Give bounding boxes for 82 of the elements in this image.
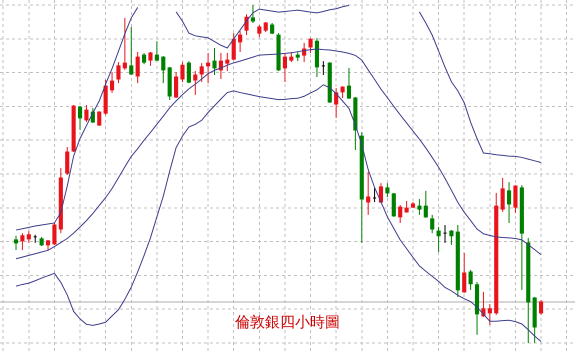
candlestick — [506, 182, 512, 224]
candlestick — [142, 52, 146, 65]
candlestick — [462, 252, 466, 294]
candlestick — [257, 24, 262, 38]
candlestick — [161, 56, 166, 84]
candlestick — [430, 214, 434, 234]
candlestick — [65, 146, 70, 176]
candlestick — [180, 62, 185, 83]
candlestick — [276, 32, 281, 72]
candlestick — [110, 71, 114, 94]
candlestick — [218, 52, 223, 80]
candlestick — [250, 4, 255, 24]
candlestick — [264, 21, 268, 33]
candlestick — [488, 304, 492, 326]
candlestick — [474, 282, 480, 336]
candlestick — [353, 96, 358, 150]
candlestick — [424, 190, 428, 218]
candlestick — [154, 40, 159, 62]
candlestick — [538, 299, 544, 316]
candlestick — [33, 234, 38, 244]
candlestick — [436, 226, 441, 253]
candlestick — [212, 47, 217, 76]
candlestick — [52, 222, 56, 246]
candlestick — [340, 86, 345, 98]
candlestick — [200, 62, 204, 83]
candlestick — [366, 171, 370, 216]
candlestick — [417, 198, 422, 216]
candlestick — [244, 14, 249, 36]
candlestick — [46, 239, 50, 250]
candlestick — [97, 110, 102, 127]
candlestick — [186, 60, 191, 84]
candlestick — [500, 178, 505, 212]
candlestick — [282, 52, 288, 83]
candlestick — [40, 236, 44, 246]
candlestick — [225, 52, 230, 72]
candlestick — [104, 80, 108, 116]
candlestick — [468, 269, 473, 290]
candlestick — [520, 184, 524, 290]
candlestick — [174, 71, 178, 98]
candlestick — [481, 291, 486, 318]
candlestick — [334, 88, 338, 118]
candlestick — [238, 30, 242, 53]
candlestick — [122, 17, 127, 70]
candlestick — [20, 232, 24, 250]
candlestick — [289, 52, 294, 63]
candlestick — [494, 192, 498, 316]
candlestick — [314, 38, 320, 78]
candlestick — [513, 184, 518, 214]
candlestick — [193, 70, 198, 96]
candlestick — [296, 52, 300, 62]
candlestick — [449, 230, 454, 246]
candlestick — [302, 42, 306, 63]
candlestick — [372, 187, 377, 203]
candlestick — [129, 26, 134, 76]
candlestick — [532, 296, 537, 344]
candlestick — [232, 32, 236, 61]
candlestick — [346, 67, 352, 100]
candlestick — [321, 60, 326, 76]
candlestick — [442, 224, 448, 244]
candlestick — [78, 106, 82, 131]
candlestick — [410, 202, 416, 209]
candlestick — [392, 192, 396, 218]
candlestick — [14, 235, 18, 250]
candlestick — [206, 52, 210, 84]
candlestick — [26, 230, 31, 244]
candlestick — [58, 167, 63, 234]
candlestick — [526, 237, 530, 344]
candlestick — [168, 66, 172, 100]
candlestick — [328, 62, 332, 104]
candlestick — [72, 104, 76, 153]
candlestick — [116, 62, 121, 84]
candlestick — [398, 204, 402, 224]
candlestick — [270, 22, 274, 35]
candlestick — [148, 52, 153, 66]
candlestick — [385, 182, 390, 198]
candlestick — [404, 200, 409, 214]
candlestick — [136, 52, 140, 84]
candlestick — [456, 224, 460, 298]
candlestick — [308, 38, 313, 54]
candlestick — [84, 104, 89, 122]
candlestick — [360, 132, 364, 244]
text: 倫敦銀四小時圖 — [234, 314, 340, 332]
